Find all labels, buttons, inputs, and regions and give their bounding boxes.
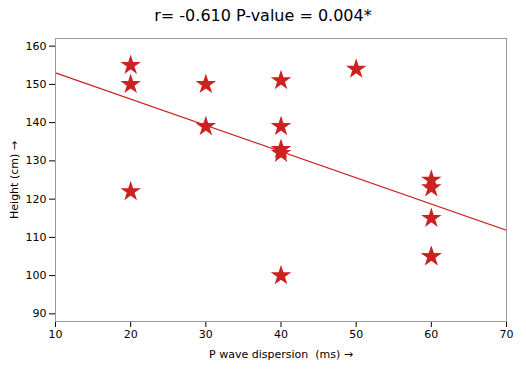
svg-text:P wave dispersion (ms) →: P wave dispersion (ms) →	[209, 348, 353, 361]
svg-text:Height (cm) →: Height (cm) →	[8, 141, 21, 219]
svg-text:140: 140	[26, 116, 47, 129]
svg-text:120: 120	[26, 193, 47, 206]
svg-text:70: 70	[500, 328, 514, 341]
svg-text:130: 130	[26, 154, 47, 167]
svg-text:110: 110	[26, 231, 47, 244]
svg-text:10: 10	[49, 328, 63, 341]
svg-text:100: 100	[26, 269, 47, 282]
svg-text:30: 30	[199, 328, 213, 341]
svg-text:20: 20	[124, 328, 138, 341]
svg-text:150: 150	[26, 78, 47, 91]
svg-text:60: 60	[424, 328, 438, 341]
svg-text:40: 40	[274, 328, 288, 341]
svg-text:50: 50	[349, 328, 363, 341]
svg-text:160: 160	[26, 40, 47, 53]
html-text:r= -0.610 P-value = 0.004*: r= -0.610 P-value = 0.004*	[154, 6, 372, 25]
svg-text:90: 90	[33, 307, 47, 320]
